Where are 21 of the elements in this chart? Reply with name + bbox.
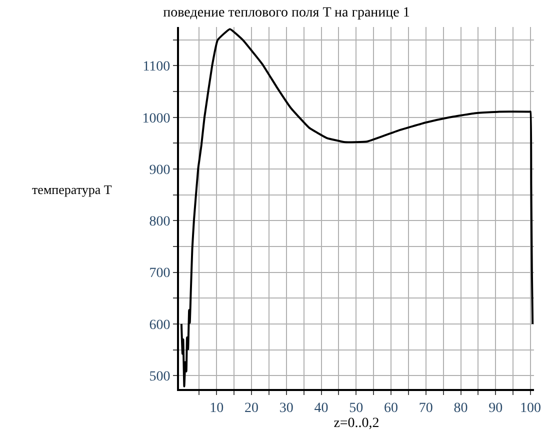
y-tick-label: 700 — [149, 266, 170, 282]
line-series — [180, 28, 534, 388]
x-tick-label: 30 — [279, 400, 294, 416]
y-axis-title: температура T — [32, 182, 112, 197]
x-tick-label: 40 — [314, 400, 328, 416]
x-tick-label: 60 — [384, 400, 398, 416]
y-tick-label: 1100 — [142, 60, 170, 75]
x-tick-label: 10 — [210, 400, 224, 416]
x-tick-label: 100 — [520, 400, 542, 416]
y-tick-label: 500 — [149, 369, 170, 384]
y-tick-label: 600 — [149, 318, 170, 333]
x-tick-label: 90 — [488, 400, 503, 416]
y-tick-label: 1000 — [142, 111, 170, 126]
x-tick-label: 50 — [349, 400, 364, 416]
x-axis-title: z=0..0,2 — [334, 416, 380, 431]
x-tick-label: 80 — [454, 400, 468, 416]
y-tick-label: 900 — [149, 162, 170, 178]
x-tick-label: 70 — [418, 400, 433, 416]
y-tick-label: 800 — [149, 214, 170, 230]
chart-title: поведение теплового поля T на границе 1 — [163, 5, 410, 20]
x-tick-label: 20 — [244, 400, 259, 416]
